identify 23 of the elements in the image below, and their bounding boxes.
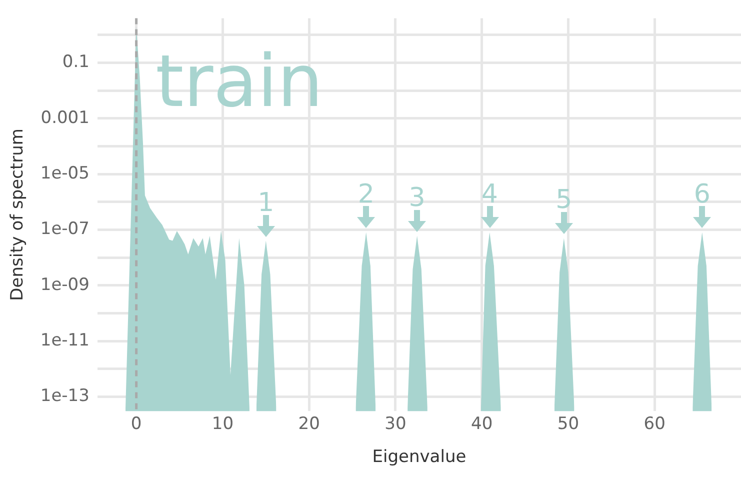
y-tick-label: 1e-11 (40, 330, 90, 350)
x-tick-label: 20 (298, 414, 320, 434)
x-tick-label: 40 (471, 414, 493, 434)
x-axis-title: Eigenvalue (372, 447, 466, 468)
y-tick-label: 1e-13 (40, 386, 90, 406)
y-tick-label: 1e-09 (40, 274, 90, 295)
y-tick-label: 0.001 (40, 108, 90, 128)
y-tick-label: 1e-05 (40, 163, 90, 184)
annotation: 6 (694, 179, 710, 210)
x-tick-label: 30 (384, 414, 406, 434)
annotation: 3 (408, 182, 426, 213)
y-tick-label: 1e-07 (40, 219, 90, 240)
annotation: 4 (481, 179, 498, 210)
x-tick-label: 50 (557, 414, 580, 434)
x-tick-label: 0 (130, 414, 142, 434)
annotation: 1 (258, 188, 274, 218)
x-tick-label: 10 (212, 414, 234, 434)
annotation: 2 (358, 179, 374, 210)
annotation: train (155, 39, 324, 124)
y-axis-title: Density of spectrum (8, 128, 28, 301)
x-tick-label: 60 (644, 414, 666, 434)
y-tick-label: 0.1 (62, 52, 90, 72)
annotation: 5 (556, 185, 572, 216)
